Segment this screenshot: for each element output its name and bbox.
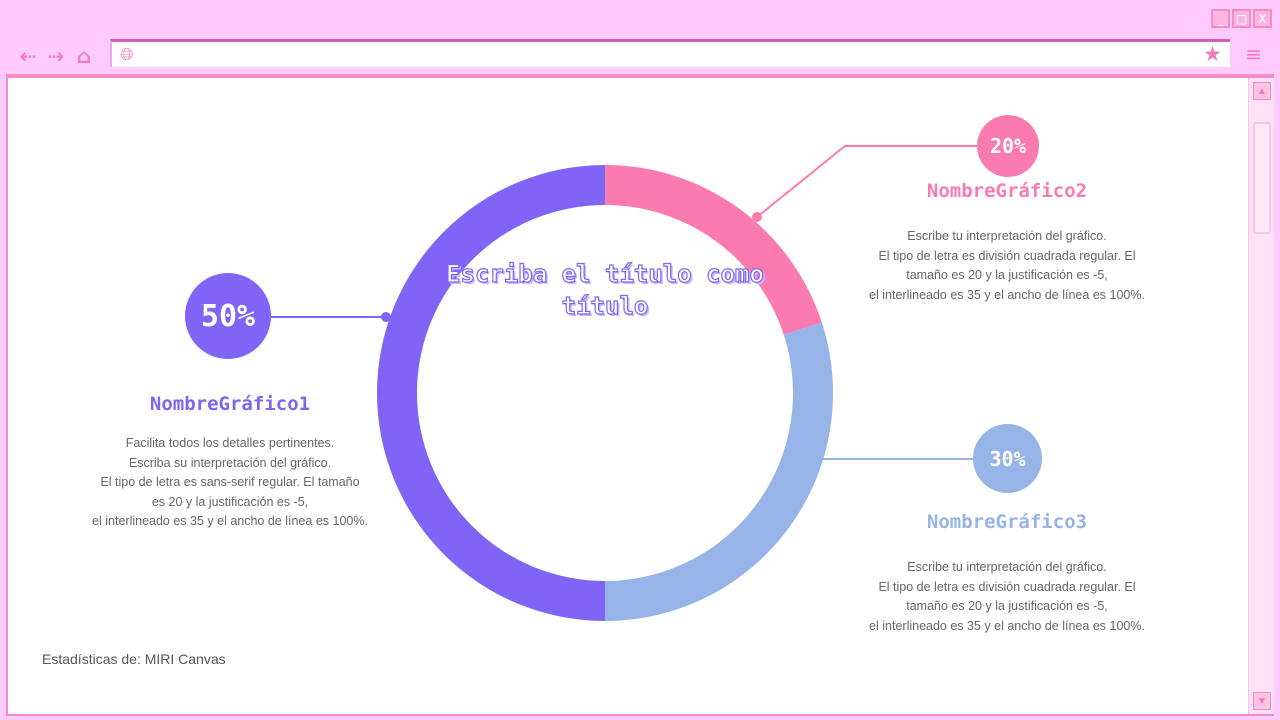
item-desc-1: Facilita todos los detalles pertinentes.…: [80, 434, 380, 532]
pct-bubble-3: 30%: [973, 424, 1042, 493]
footer-credit: Estadísticas de: MIRI Canvas: [42, 651, 226, 667]
chart-title: Escriba el título como título: [445, 259, 764, 320]
item-name-2: NombreGráfico2: [926, 180, 1088, 202]
address-bar[interactable]: 🌐︎ ★: [110, 39, 1230, 67]
leader-dot-2: [752, 212, 762, 222]
desc-line: el interlineado es 35 y el ancho de líne…: [869, 618, 1145, 633]
donut-slice-1: [377, 165, 605, 621]
desc-line: es 20 y la justificación es -5,: [151, 494, 309, 509]
window-controls: _ □ X: [1211, 9, 1272, 28]
donut-slice-2: [605, 165, 822, 335]
desc-line: el interlineado es 35 y el ancho de líne…: [92, 514, 368, 528]
desc-line: El tipo de letra es sans-serif regular. …: [100, 475, 360, 489]
desc-line: el interlineado es 35 y el ancho de líne…: [869, 287, 1145, 302]
menu-icon[interactable]: ≡: [1245, 42, 1262, 66]
pct-bubble-2: 20%: [977, 115, 1039, 177]
leader-dot-1: [381, 312, 391, 322]
item-desc-3: Escribe tu interpretación del gráfico. E…: [847, 558, 1167, 636]
desc-line: Escribe tu interpretación del gráfico.: [907, 560, 1107, 574]
donut-slice-3: [605, 322, 833, 621]
desc-line: tamaño es 20 y la justificación es -5,: [906, 268, 1108, 282]
scrollbar[interactable]: ▲ ▼: [1248, 78, 1274, 714]
desc-line: El tipo de letra es división cuadrada re…: [878, 579, 1136, 594]
nav-buttons: ⇠ ⇢ ⌂: [18, 44, 94, 68]
home-icon[interactable]: ⌂: [76, 44, 92, 68]
globe-icon: 🌐︎: [120, 45, 134, 65]
scroll-thumb[interactable]: [1253, 122, 1271, 234]
scroll-down-icon[interactable]: ▼: [1253, 692, 1271, 710]
back-arrow-icon[interactable]: ⇠: [19, 44, 37, 68]
item-desc-2: Escribe tu interpretación del gráfico. E…: [847, 227, 1167, 305]
desc-line: tamaño es 20 y la justificación es -5,: [906, 599, 1108, 613]
item-name-1: NombreGráfico1: [149, 393, 311, 415]
desc-line: El tipo de letra es división cuadrada re…: [878, 248, 1136, 263]
leader-line-2: [756, 145, 977, 218]
forward-arrow-icon[interactable]: ⇢: [47, 44, 65, 68]
desc-line: Facilita todos los detalles pertinentes.: [125, 436, 335, 450]
desc-line: Escriba su interpretación del gráfico.: [128, 455, 332, 470]
item-name-3: NombreGráfico3: [926, 511, 1088, 533]
close-button[interactable]: X: [1253, 9, 1272, 28]
star-icon[interactable]: ★: [1203, 42, 1222, 66]
scroll-up-icon[interactable]: ▲: [1253, 82, 1271, 100]
minimize-button[interactable]: _: [1211, 9, 1230, 28]
desc-line: Escribe tu interpretación del gráfico.: [907, 229, 1107, 243]
maximize-button[interactable]: □: [1232, 9, 1251, 28]
pct-bubble-1: 50%: [185, 273, 271, 359]
